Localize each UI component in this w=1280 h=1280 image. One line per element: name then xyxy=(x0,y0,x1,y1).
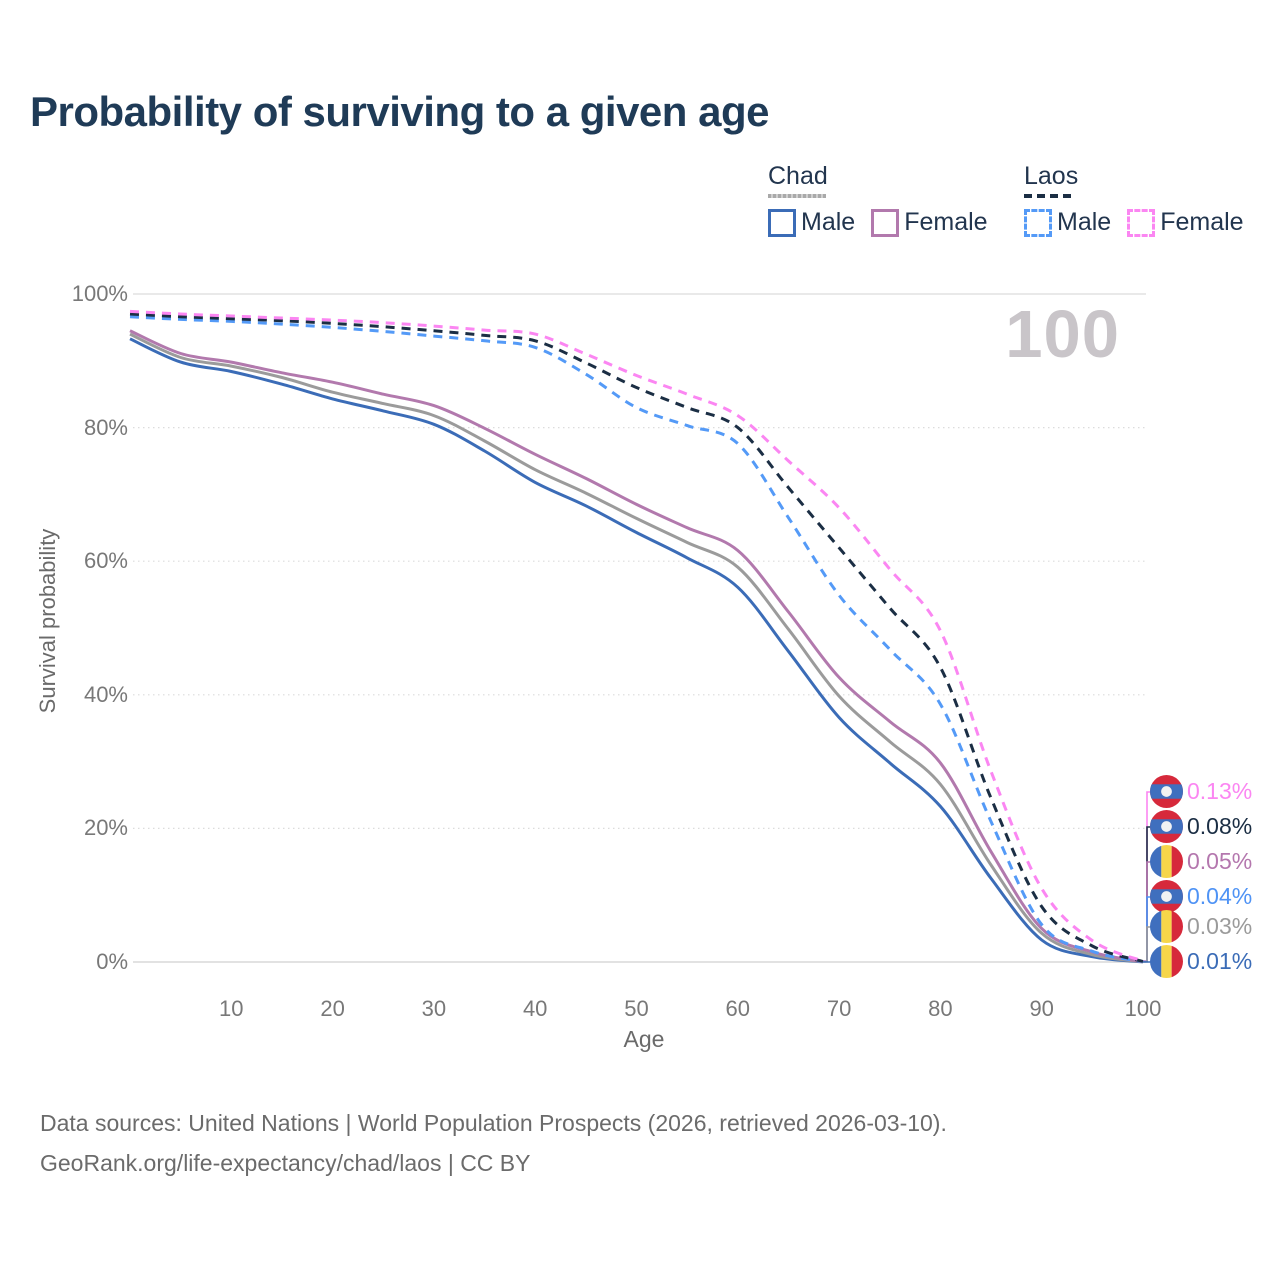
laos-flag xyxy=(1150,775,1183,808)
chad-flag xyxy=(1150,845,1183,878)
x-tick-40: 40 xyxy=(522,996,548,1021)
legend-item-chad-male[interactable]: Male xyxy=(768,208,855,237)
end-value: 0.04% xyxy=(1187,883,1253,909)
series-line-chad-female xyxy=(129,329,1144,964)
legend-swatch xyxy=(768,208,796,237)
chad-flag-icon xyxy=(1150,845,1183,878)
series-line-chad-both xyxy=(129,332,1144,964)
x-tick-30: 30 xyxy=(421,996,447,1021)
x-axis-title: Age xyxy=(623,1026,665,1052)
x-tick-80: 80 xyxy=(928,996,953,1021)
laos-flag xyxy=(1150,880,1183,913)
y-tick-60: 60% xyxy=(83,548,128,574)
laos-flag-icon xyxy=(1150,775,1183,808)
y-tick-20: 20% xyxy=(83,815,128,841)
chad-flag-icon xyxy=(1150,945,1183,978)
page-title: Probability of surviving to a given age xyxy=(30,88,769,135)
end-label-chad-female: 0.05% xyxy=(1150,845,1252,878)
end-value: 0.05% xyxy=(1187,848,1253,874)
legend-linestyle-solid xyxy=(768,194,826,198)
chad-flag-icon xyxy=(1150,910,1183,943)
legend-linestyle-dashed xyxy=(1024,194,1076,198)
legend-group-chad: Chad Male Female xyxy=(768,162,1004,237)
legend-item-laos-male[interactable]: Male xyxy=(1024,208,1111,237)
footer-data-sources: Data sources: United Nations | World Pop… xyxy=(40,1110,947,1136)
legend-item-label: Female xyxy=(904,208,988,236)
end-value: 0.01% xyxy=(1187,948,1253,974)
x-tick-70: 70 xyxy=(826,996,852,1021)
series-line-laos-female xyxy=(129,309,1144,963)
end-label-chad-both: 0.03% xyxy=(1150,910,1252,943)
legend-item-label: Male xyxy=(1057,208,1112,236)
x-tick-10: 10 xyxy=(219,996,244,1021)
y-tick-80: 80% xyxy=(83,414,128,440)
legend-item-label: Male xyxy=(801,208,856,236)
laos-flag xyxy=(1150,810,1183,843)
y-tick-40: 40% xyxy=(83,681,128,707)
chad-flag xyxy=(1150,910,1183,943)
end-label-laos-female: 0.13% xyxy=(1150,775,1252,808)
legend-item-laos-female[interactable]: Female xyxy=(1127,208,1244,237)
x-tick-90: 90 xyxy=(1029,996,1054,1021)
chad-flag xyxy=(1150,945,1183,978)
series-line-laos-both xyxy=(129,312,1144,963)
y-tick-0: 0% xyxy=(96,949,128,974)
legend-group-laos: Laos Male Female xyxy=(1024,162,1260,237)
age-annotation: 100 xyxy=(1005,297,1120,372)
legend-swatch xyxy=(1024,208,1052,237)
legend-swatch xyxy=(871,208,900,237)
footer-attribution: GeoRank.org/life-expectancy/chad/laos | … xyxy=(40,1150,531,1176)
end-label-laos-both: 0.08% xyxy=(1150,810,1252,843)
legend-item-chad-female[interactable]: Female xyxy=(871,208,988,237)
laos-flag-icon xyxy=(1150,810,1183,843)
x-tick-50: 50 xyxy=(624,996,649,1021)
x-tick-60: 60 xyxy=(725,996,751,1021)
legend-country-chad[interactable]: Chad xyxy=(768,162,1004,198)
x-tick-20: 20 xyxy=(320,996,345,1021)
legend-country-laos[interactable]: Laos xyxy=(1024,162,1260,198)
end-value: 0.03% xyxy=(1187,913,1253,939)
laos-flag-icon xyxy=(1150,880,1183,913)
x-tick-100: 100 xyxy=(1124,996,1162,1021)
legend-country-label: Chad xyxy=(768,162,828,190)
end-label-laos-male: 0.04% xyxy=(1150,880,1252,913)
legend-country-label: Laos xyxy=(1024,162,1079,190)
series-line-chad-male xyxy=(129,337,1144,964)
y-tick-100: 100% xyxy=(71,281,128,306)
series-line-laos-male xyxy=(129,315,1144,964)
legend-swatch xyxy=(1127,208,1156,237)
end-value: 0.08% xyxy=(1187,813,1253,839)
legend-item-label: Female xyxy=(1160,208,1244,236)
end-label-chad-male: 0.01% xyxy=(1150,945,1252,978)
end-value: 0.13% xyxy=(1187,778,1253,804)
